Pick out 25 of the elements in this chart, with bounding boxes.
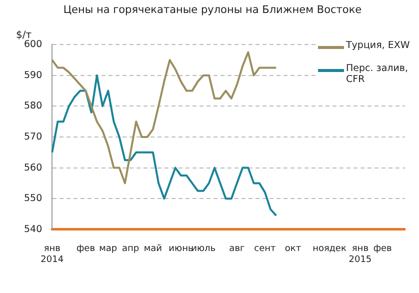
x-tick-label: авг [229,244,246,254]
legend-label: Турция, EXW [346,40,410,51]
x-tick-label: май [144,244,162,254]
chart-title: Цены на горячекатаные рулоны на Ближнем Востоке [63,4,362,16]
x-tick-label: янв 2014 [40,244,64,265]
x-tick-label: окт [284,244,302,254]
x-tick-label: янв 2015 [348,244,372,265]
y-tick-label: 570 [24,131,42,142]
y-tick-label: 540 [24,224,42,235]
y-tick-label: 550 [24,193,42,204]
x-tick-label: июнь [168,244,194,254]
y-axis-title: $/т [16,30,32,41]
y-tick-label: 590 [24,70,42,81]
x-tick-label: мар [99,244,118,254]
y-tick-label: 560 [24,162,42,174]
legend-label: Перс. залив, CFR [346,63,410,85]
x-tick-label: фев [373,244,392,254]
x-tick-label: ноя [312,244,330,254]
y-tick-label: 600 [24,39,42,50]
x-tick-label: июль [191,244,216,254]
x-tick-label: сент [254,244,276,254]
x-tick-label: дек [329,244,347,254]
x-tick-label: фев [76,244,96,254]
y-tick-label: 580 [24,100,42,112]
x-tick-label: апр [122,244,140,254]
